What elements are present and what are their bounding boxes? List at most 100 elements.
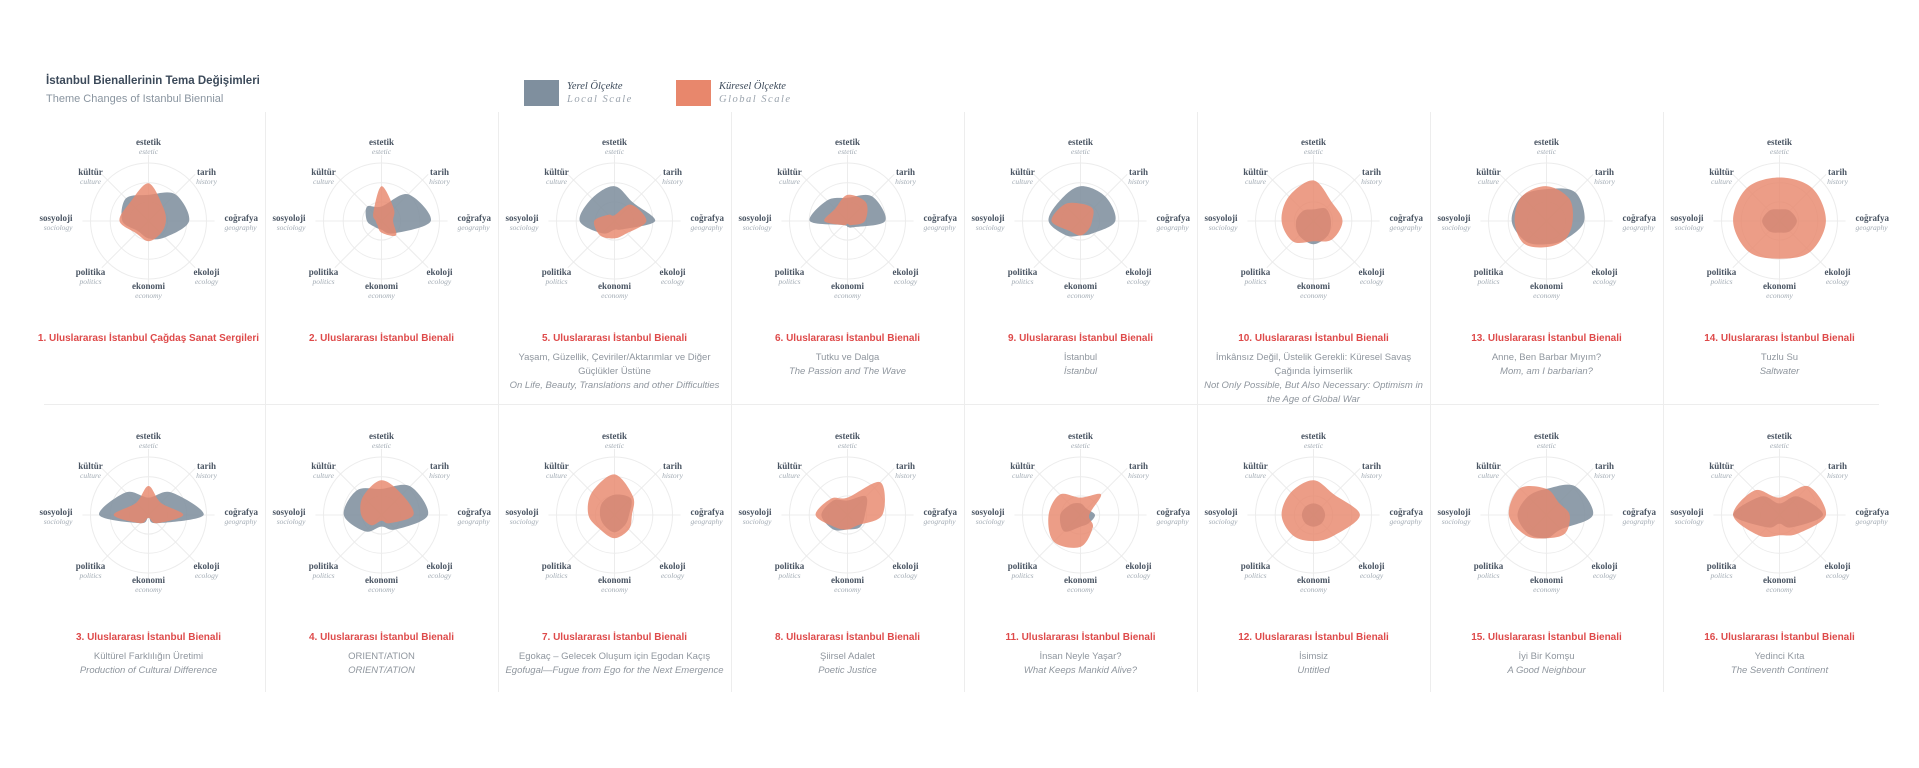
biennial-title: 12. Uluslararası İstanbul Bienali bbox=[1238, 632, 1389, 643]
global-scale-shape bbox=[1051, 202, 1094, 236]
biennial-theme-tr: Tuzlu Su bbox=[1760, 352, 1799, 363]
radar-spoke bbox=[334, 220, 382, 269]
axis-label: sosyoloji bbox=[39, 507, 73, 517]
biennial-title: 3. Uluslararası İstanbul Bienali bbox=[75, 632, 222, 643]
biennial-theme-tr: Yedinci Kıta bbox=[1754, 651, 1805, 662]
axis-label-en: estetic bbox=[838, 441, 858, 450]
axis-label: sosyoloji bbox=[1437, 507, 1471, 517]
axis-label: sosyoloji bbox=[1204, 507, 1238, 517]
biennial-theme-en: On Life, Beauty, Translations and other … bbox=[509, 380, 720, 391]
biennial-theme-tr: İyi Bir Komşu bbox=[1518, 651, 1575, 662]
axis-label: ekonomi bbox=[598, 281, 632, 291]
axis-label: estetik bbox=[1534, 137, 1559, 147]
axis-label-en: ecology bbox=[1127, 277, 1151, 286]
biennial-theme-en: Untitled bbox=[1297, 665, 1330, 676]
axis-label: politika bbox=[1008, 267, 1038, 277]
axis-label: politika bbox=[309, 561, 339, 571]
axis-label-en: economy bbox=[1067, 585, 1094, 594]
axis-label: ekonomi bbox=[365, 575, 399, 585]
biennial-caption: 4. Uluslararası İstanbul Bienali ORIENT/A… bbox=[265, 632, 498, 678]
axis-label: kültür bbox=[1476, 167, 1501, 177]
biennial-theme-en: İstanbul bbox=[1063, 366, 1098, 377]
axis-label-en: sociology bbox=[510, 517, 539, 526]
axis-label: ekoloji bbox=[1126, 267, 1152, 277]
legend-local-swatch bbox=[524, 80, 559, 106]
biennial-title: 13. Uluslararası İstanbul Bienali bbox=[1471, 333, 1622, 344]
axis-label: sosyoloji bbox=[272, 213, 306, 223]
column-divider bbox=[1197, 112, 1198, 692]
axis-label: ekoloji bbox=[1825, 267, 1851, 277]
axis-label: kültür bbox=[1010, 167, 1035, 177]
axis-label-en: estetic bbox=[1304, 441, 1324, 450]
axis-label: politika bbox=[1241, 561, 1271, 571]
axis-label: politika bbox=[76, 267, 106, 277]
axis-label-en: estetic bbox=[139, 147, 159, 156]
axis-label: ekonomi bbox=[132, 281, 166, 291]
axis-label-en: geography bbox=[1623, 517, 1656, 526]
axis-label: tarih bbox=[663, 167, 682, 177]
biennial-card: estetik estetic tarih history coğrafya geogra… bbox=[32, 118, 265, 350]
biennial-caption: 11. Uluslararası İstanbul Bienali İnsan N… bbox=[964, 632, 1197, 678]
legend-local-label-en: Local Scale bbox=[567, 94, 633, 105]
biennial-title: 6. Uluslararası İstanbul Bienali bbox=[774, 333, 921, 344]
axis-label-en: sociology bbox=[1209, 517, 1238, 526]
global-scale-shape bbox=[1514, 186, 1573, 248]
axis-label: ekonomi bbox=[1064, 281, 1098, 291]
axis-label-en: sociology bbox=[277, 223, 306, 232]
axis-label-en: geography bbox=[458, 223, 491, 232]
axis-label: sosyoloji bbox=[1670, 213, 1704, 223]
axis-label-en: history bbox=[1594, 177, 1616, 186]
axis-label-en: economy bbox=[834, 291, 861, 300]
biennial-title: 4. Uluslararası İstanbul Bienali bbox=[308, 632, 455, 643]
biennial-theme-tr: İsimsiz bbox=[1298, 651, 1329, 662]
axis-label-en: ecology bbox=[1826, 571, 1850, 580]
legend-global-label: Küresel Ölçekte bbox=[719, 81, 786, 92]
axis-label-en: culture bbox=[80, 177, 102, 186]
axis-label: coğrafya bbox=[458, 213, 492, 223]
axis-label: kültür bbox=[1243, 461, 1268, 471]
biennial-title: 9. Uluslararası İstanbul Bienali bbox=[1007, 333, 1154, 344]
axis-label-en: sociology bbox=[1675, 223, 1704, 232]
axis-label-en: economy bbox=[368, 585, 395, 594]
biennial-theme-en: Saltwater bbox=[1759, 366, 1800, 377]
axis-label-en: sociology bbox=[976, 223, 1005, 232]
biennial-theme-en: Not Only Possible, But Also Necessary: O… bbox=[1204, 380, 1423, 405]
axis-label: tarih bbox=[663, 461, 682, 471]
axis-label: ekoloji bbox=[893, 267, 919, 277]
axis-label: politika bbox=[775, 561, 805, 571]
legend-global: Küresel Ölçekte Global Scale bbox=[676, 80, 792, 106]
axis-label: tarih bbox=[430, 461, 449, 471]
biennial-title: 1. Uluslararası İstanbul Çağdaş Sanat Se… bbox=[37, 333, 260, 344]
axis-label-en: geography bbox=[691, 517, 724, 526]
column-divider bbox=[498, 112, 499, 692]
axis-label-en: ecology bbox=[1593, 277, 1617, 286]
axis-label: sosyoloji bbox=[738, 213, 772, 223]
axis-label-en: politics bbox=[544, 571, 567, 580]
axis-label-en: history bbox=[1361, 177, 1383, 186]
axis-label-en: estetic bbox=[372, 147, 392, 156]
axis-label: estetik bbox=[1534, 431, 1559, 441]
axis-label-en: economy bbox=[135, 291, 162, 300]
axis-label-en: estetic bbox=[1304, 147, 1324, 156]
axis-label-en: ecology bbox=[195, 571, 219, 580]
axis-label-en: politics bbox=[78, 277, 101, 286]
axis-label-en: history bbox=[429, 177, 451, 186]
biennial-title: 2. Uluslararası İstanbul Bienali bbox=[308, 333, 455, 344]
axis-label-en: ecology bbox=[661, 277, 685, 286]
biennial-theme-en: Egofugal—Fugue from Ego for the Next Eme… bbox=[505, 665, 724, 676]
biennial-card: estetik estetic tarih history coğrafya geogra… bbox=[1663, 412, 1896, 644]
axis-label-en: history bbox=[662, 471, 684, 480]
global-scale-shape bbox=[1281, 180, 1343, 244]
biennial-theme-tr: Kültürel Farklılığın Üretimi bbox=[93, 651, 204, 662]
axis-label: politika bbox=[76, 561, 106, 571]
axis-label-en: history bbox=[662, 177, 684, 186]
biennial-card: estetik estetic tarih history coğrafya geogra… bbox=[265, 412, 498, 644]
axis-label: sosyoloji bbox=[1437, 213, 1471, 223]
axis-label-en: geography bbox=[1623, 223, 1656, 232]
axis-label: ekoloji bbox=[194, 267, 220, 277]
axis-label: kültür bbox=[1709, 461, 1734, 471]
biennial-card: estetik estetic tarih history coğrafya geogra… bbox=[1197, 412, 1430, 644]
